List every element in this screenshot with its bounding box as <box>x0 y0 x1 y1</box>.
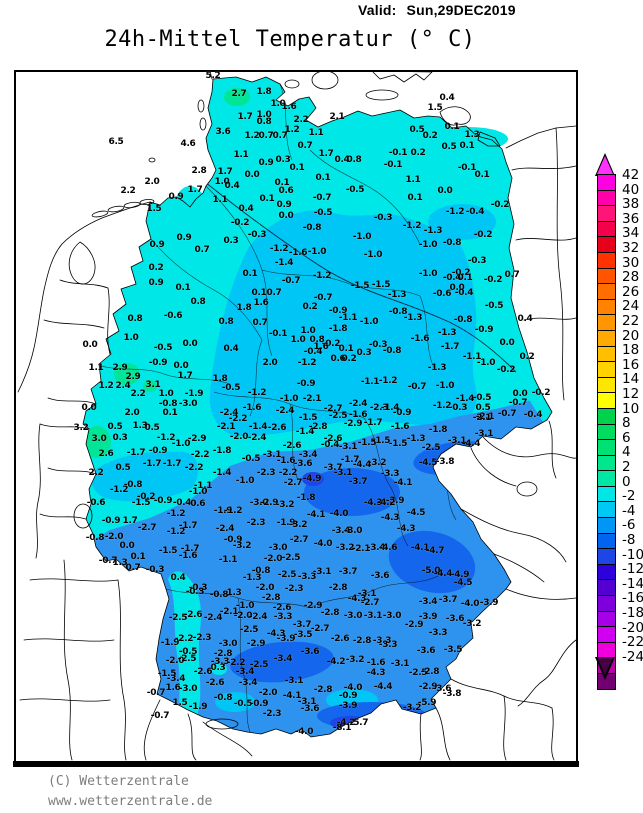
valid-datetime: Valid: Sun,29DEC2019 <box>358 2 516 18</box>
prague-ring <box>516 481 538 497</box>
warm-patch <box>83 426 111 458</box>
rhine-valley-strip <box>168 571 202 731</box>
valid-label: Valid: <box>358 2 397 18</box>
page-title: 24h-Mittel Temperatur (° C) <box>104 27 476 52</box>
warm-patch <box>224 88 250 106</box>
copyright-footer: (C) Wetterzentrale www.wetterzentrale.de <box>48 772 212 812</box>
elbe-river <box>204 181 517 373</box>
warm-patch <box>114 363 140 385</box>
germany-outline <box>82 76 553 738</box>
map-frame <box>13 70 579 767</box>
lake-constance <box>205 718 239 730</box>
neighbor-borders <box>17 70 577 761</box>
german-admin-lines <box>96 83 517 733</box>
band-minus2-0 <box>209 210 477 437</box>
ruegen-island <box>439 106 471 126</box>
islands <box>91 70 501 218</box>
copyright-line: (C) Wetterzentrale <box>48 774 189 789</box>
valid-date: Sun,29DEC2019 <box>406 2 516 18</box>
usedom-island <box>477 131 501 147</box>
website-line: www.wetterzentrale.de <box>48 794 213 809</box>
germany-fill <box>82 76 553 738</box>
warm-patch <box>143 380 157 392</box>
